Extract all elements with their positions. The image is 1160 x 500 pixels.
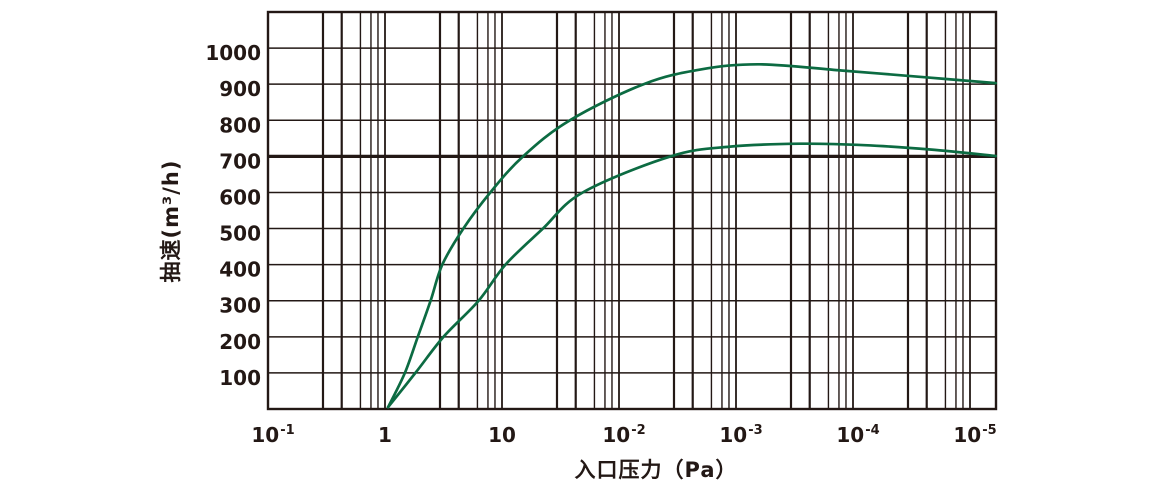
x-axis-title: 入口压力（Pa）	[574, 458, 738, 482]
x-tick-label: 10-1	[251, 423, 294, 447]
y-tick-label: 200	[219, 330, 261, 354]
y-tick-label: 800	[219, 113, 261, 137]
y-tick-label: 400	[219, 258, 261, 282]
y-tick-label: 700	[219, 149, 261, 173]
plot-border	[266, 10, 998, 411]
y-tick-label: 1000	[205, 41, 261, 65]
y-tick-label: 600	[219, 185, 261, 209]
x-tick-label: 10	[488, 423, 516, 447]
lower-curve	[386, 142, 998, 409]
upper-curve	[386, 62, 998, 409]
y-axis-title: 抽速(m³/h)	[159, 159, 183, 283]
y-tick-label: 100	[219, 366, 261, 390]
y-tick-label: 500	[219, 222, 261, 246]
x-tick-label: 1	[378, 423, 392, 447]
x-tick-label: 10-5	[953, 423, 996, 447]
x-tick-label: 10-2	[602, 423, 645, 447]
y-tick-label: 900	[219, 77, 261, 101]
x-tick-label: 10-3	[719, 423, 762, 447]
x-tick-label: 10-4	[836, 423, 879, 447]
y-tick-label: 300	[219, 294, 261, 318]
